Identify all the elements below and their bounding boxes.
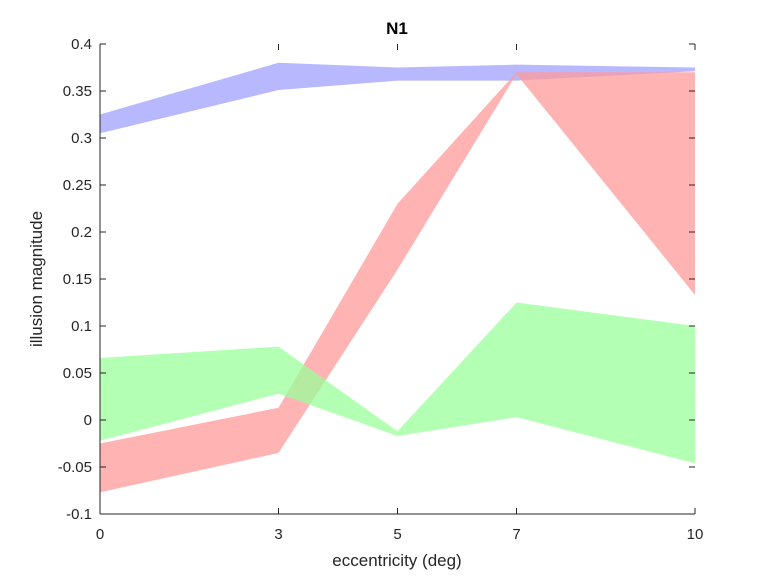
chart-title: N1 <box>386 19 408 38</box>
y-tick-label: -0.1 <box>66 506 92 523</box>
y-tick-label: 0.2 <box>71 224 92 241</box>
y-tick-label: 0 <box>84 412 92 429</box>
y-tick-label: 0.05 <box>63 365 92 382</box>
x-tick-label: 0 <box>96 526 104 543</box>
y-ticks: -0.1 -0.05 0 0.05 0.1 0.15 0.2 0.25 0.3 0.35 0.4 <box>58 36 695 523</box>
y-tick-label: -0.05 <box>58 459 92 476</box>
x-axis-label: eccentricity (deg) <box>332 551 461 570</box>
x-tick-label: 5 <box>393 526 401 543</box>
y-axis-label: illusion magnitude <box>27 211 46 347</box>
y-tick-label: 0.1 <box>71 318 92 335</box>
y-tick-label: 0.25 <box>63 177 92 194</box>
x-tick-label: 7 <box>512 526 520 543</box>
x-ticks: 0 3 5 7 10 <box>96 44 704 543</box>
series-band-2 <box>100 72 695 493</box>
y-tick-label: 0.3 <box>71 130 92 147</box>
y-tick-label: 0.35 <box>63 83 92 100</box>
y-tick-label: 0.4 <box>71 36 92 53</box>
series-band-3 <box>100 302 695 464</box>
bands <box>100 62 695 493</box>
x-tick-label: 10 <box>687 526 704 543</box>
series-band-1 <box>100 62 695 134</box>
y-tick-label: 0.15 <box>63 271 92 288</box>
x-tick-label: 3 <box>274 526 282 543</box>
